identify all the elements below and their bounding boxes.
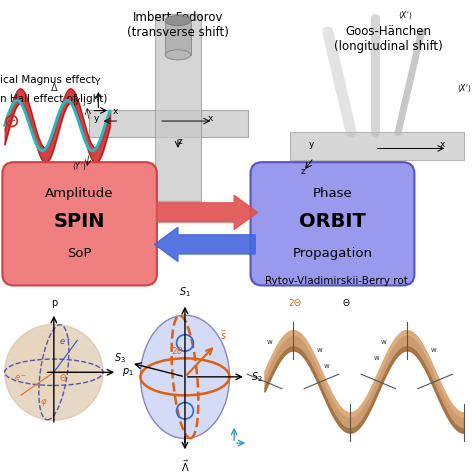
Text: $\vec{s}$: $\vec{s}$ (220, 329, 228, 342)
Text: ical Magnus effect: ical Magnus effect (0, 75, 95, 85)
Ellipse shape (165, 16, 191, 26)
Text: z: z (301, 167, 306, 176)
Text: +: + (7, 116, 17, 126)
Text: w: w (374, 356, 379, 361)
Text: $e^+$: $e^+$ (58, 335, 72, 347)
Text: x: x (440, 140, 445, 149)
Polygon shape (155, 14, 201, 201)
FancyBboxPatch shape (251, 162, 414, 285)
Text: y: y (93, 114, 99, 123)
Text: $2\theta$: $2\theta$ (171, 345, 184, 356)
Text: $S_2$: $S_2$ (251, 370, 262, 384)
Text: $S_3$: $S_3$ (115, 352, 127, 365)
Text: $S_1$: $S_1$ (179, 285, 191, 299)
Text: $\varphi$: $\varphi$ (40, 397, 47, 408)
Text: w: w (267, 339, 273, 345)
Polygon shape (165, 20, 191, 55)
Text: Imbert-Fedorov
(transverse shift): Imbert-Fedorov (transverse shift) (127, 11, 229, 39)
FancyBboxPatch shape (2, 162, 157, 285)
Ellipse shape (165, 50, 191, 60)
Text: z: z (178, 137, 182, 146)
Circle shape (5, 324, 103, 420)
Text: $\langle Y'\rangle$: $\langle Y'\rangle$ (73, 97, 87, 108)
Polygon shape (89, 109, 248, 137)
Text: $\vec{\Lambda}$: $\vec{\Lambda}$ (181, 459, 189, 474)
Text: $p_1$: $p_1$ (122, 366, 134, 378)
Text: $\Theta$: $\Theta$ (342, 297, 350, 308)
Text: Y: Y (94, 78, 100, 87)
Text: x: x (112, 108, 118, 117)
Text: n Hall effect of light): n Hall effect of light) (0, 94, 108, 104)
Text: Goos-Hänchen
(longitudinal shift): Goos-Hänchen (longitudinal shift) (334, 25, 443, 53)
Text: SoP: SoP (67, 247, 92, 261)
Circle shape (10, 329, 79, 397)
Text: Phase: Phase (313, 187, 352, 200)
Text: Amplitude: Amplitude (46, 187, 114, 200)
Text: $\Delta$: $\Delta$ (50, 82, 58, 93)
Text: SPIN: SPIN (54, 212, 105, 231)
Text: w: w (430, 347, 436, 353)
Text: x: x (208, 114, 213, 123)
Text: p: p (51, 298, 57, 308)
Text: $e^-$: $e^-$ (14, 374, 27, 383)
FancyArrow shape (155, 227, 255, 262)
Polygon shape (291, 132, 464, 160)
Text: $\langle Y'\rangle$: $\langle Y'\rangle$ (73, 161, 87, 172)
Text: Propagation: Propagation (292, 247, 373, 261)
Text: w: w (324, 364, 330, 369)
Text: $\langle X'\rangle$: $\langle X'\rangle$ (398, 10, 412, 21)
Ellipse shape (140, 315, 229, 438)
Text: w: w (381, 339, 387, 345)
Text: $2\Theta$: $2\Theta$ (288, 297, 302, 308)
Text: w: w (317, 347, 322, 353)
Text: ORBIT: ORBIT (299, 212, 366, 231)
Text: $\Theta$: $\Theta$ (58, 373, 67, 383)
Text: Rytov-Vladimirskii-Berry rot: Rytov-Vladimirskii-Berry rot (264, 276, 408, 286)
FancyArrow shape (157, 195, 257, 229)
Text: $\langle X'\rangle$: $\langle X'\rangle$ (456, 83, 472, 94)
Text: y: y (309, 140, 314, 149)
